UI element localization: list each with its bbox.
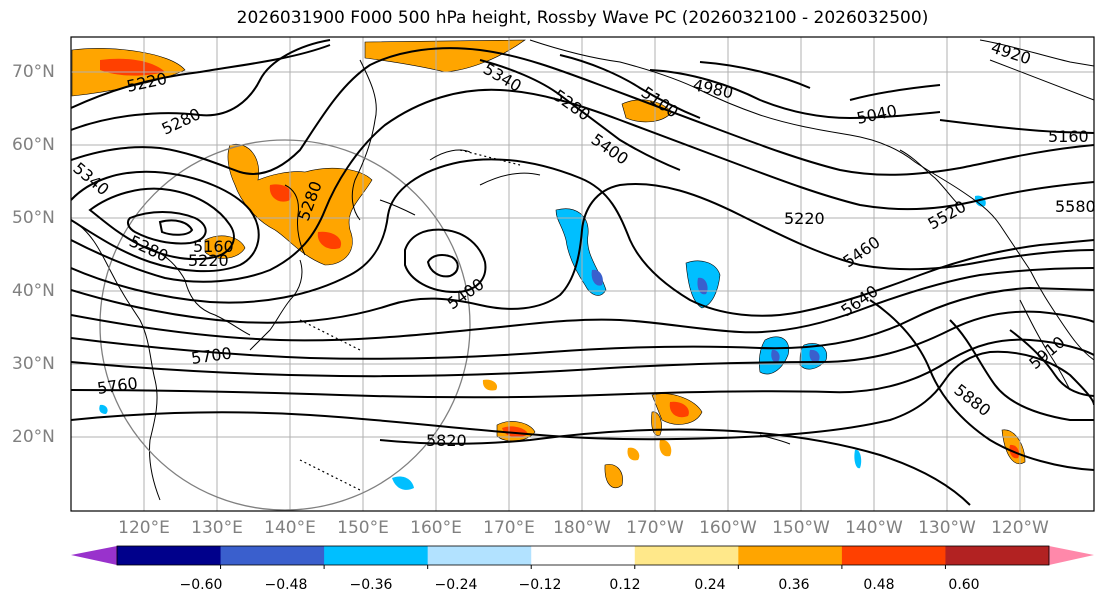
colorbar-segment — [945, 546, 1050, 565]
contour-label: 5220 — [188, 251, 229, 270]
lat-label: 30°N — [12, 354, 55, 374]
colorbar-segment — [841, 546, 946, 565]
colorbar-segment — [427, 546, 532, 565]
colorbar-frame — [116, 545, 1050, 566]
lon-label: 140°E — [264, 518, 316, 538]
lat-label: 20°N — [12, 427, 55, 447]
height-contours — [71, 39, 1094, 506]
lat-label: 40°N — [12, 281, 55, 301]
colorbar-tick-label: −0.12 — [518, 577, 562, 593]
map-frame — [70, 36, 1095, 512]
lon-label: 160°W — [699, 518, 757, 538]
lon-label: 140°W — [845, 518, 903, 538]
lon-label: 120°W — [991, 518, 1049, 538]
lon-label: 170°W — [626, 518, 684, 538]
contour-label: 5160 — [1048, 127, 1089, 146]
map-title: 2026031900 F000 500 hPa height, Rossby W… — [236, 8, 929, 28]
lat-label: 50°N — [12, 208, 55, 228]
contour-label: 5580 — [1055, 197, 1096, 216]
map-area — [71, 37, 1094, 511]
colorbar-segment — [738, 546, 843, 565]
colorbar-tick-label: −0.48 — [264, 577, 308, 593]
lon-label: 160°E — [410, 518, 462, 538]
colorbar-tick-label: −0.24 — [434, 577, 478, 593]
lon-label: 150°E — [337, 518, 389, 538]
lon-label: 120°E — [118, 518, 170, 538]
colorbar-over-triangle — [1049, 546, 1094, 565]
colorbar-segment — [220, 546, 325, 565]
lon-label: 150°W — [772, 518, 830, 538]
colorbar-tick-label: −0.36 — [349, 577, 393, 593]
lat-label: 60°N — [12, 135, 55, 155]
colorbar-segment — [634, 546, 739, 565]
colorbar-tick-label: 0.48 — [863, 577, 895, 593]
positive-anomaly-shading — [71, 39, 1026, 489]
colorbar — [71, 545, 1094, 569]
contour-label: 5820 — [426, 431, 467, 450]
colorbar-tick-label: 0.12 — [609, 577, 641, 593]
contour-label: 5220 — [784, 209, 825, 228]
colorbar-tick-label: 0.36 — [778, 577, 810, 593]
lon-label: 170°E — [483, 518, 535, 538]
colorbar-ticks — [220, 565, 946, 569]
colorbar-tick-label: −0.60 — [179, 577, 223, 593]
lon-label: 130°W — [918, 518, 976, 538]
colorbar-under-triangle — [71, 546, 117, 565]
negative-anomaly-shading — [99, 195, 986, 490]
lon-label: 180°W — [553, 518, 611, 538]
colorbar-segment — [531, 546, 636, 565]
colorbar-tick-label: 0.60 — [948, 577, 980, 593]
contour-label: 5160 — [193, 237, 234, 256]
colorbar-segment — [324, 546, 429, 565]
colorbar-tick-label: 0.24 — [694, 577, 726, 593]
colorbar-segments — [117, 546, 1050, 565]
lat-label: 70°N — [12, 62, 55, 82]
island-outlines — [299, 149, 521, 491]
distance-circle — [99, 139, 471, 511]
lon-label: 130°E — [191, 518, 243, 538]
colorbar-segment — [117, 546, 222, 565]
